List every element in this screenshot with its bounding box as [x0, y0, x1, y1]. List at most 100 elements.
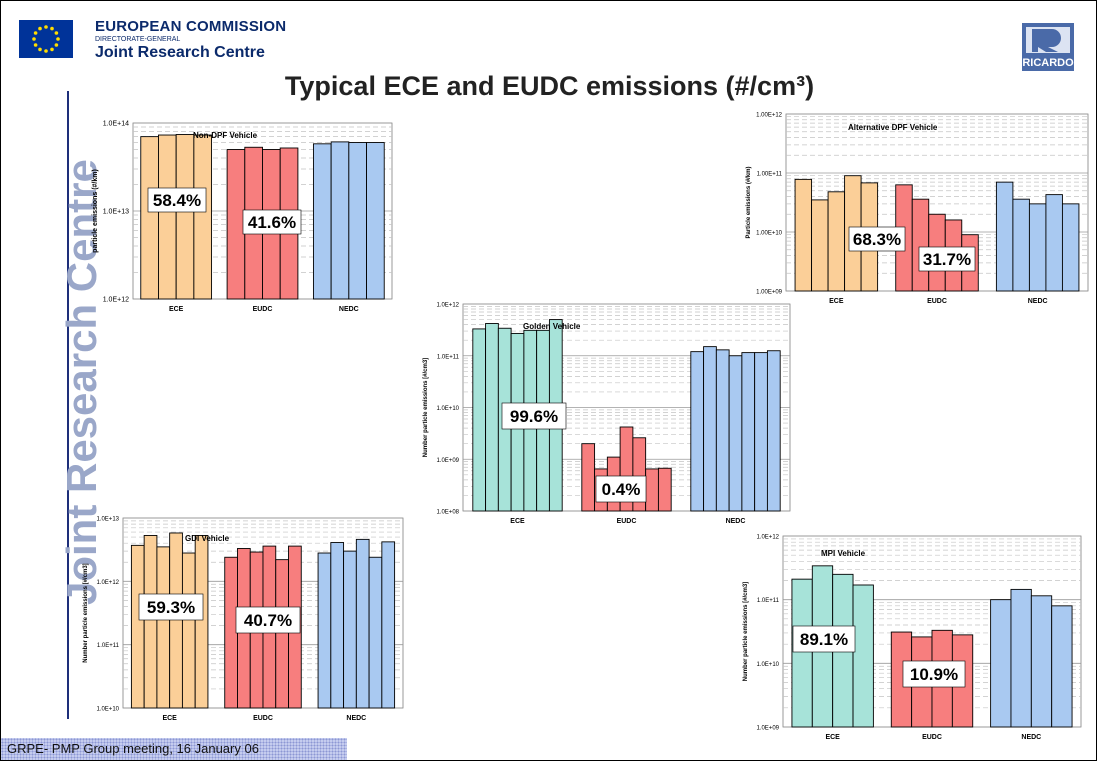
percentage-annotation: 31.7%	[923, 250, 971, 269]
eu-star	[54, 43, 59, 47]
bar	[1010, 588, 1032, 728]
annotation-box	[501, 402, 567, 430]
ricardo-logo: RICARDO	[1022, 23, 1074, 71]
bar	[657, 467, 672, 512]
x-category-label: NEDC	[339, 306, 359, 313]
eu-star	[33, 31, 38, 35]
y-tick-label: 1.0E+12	[103, 297, 129, 304]
bar	[766, 350, 781, 512]
bar	[703, 346, 717, 512]
bar	[911, 198, 930, 292]
x-category-label: EUDC	[927, 298, 947, 305]
bar	[348, 142, 367, 300]
bar	[791, 578, 813, 728]
y-tick-label: 1.0E+10	[436, 406, 459, 412]
x-category-label: ECE	[162, 715, 177, 722]
y-tick-label: 1.0E+14	[103, 121, 129, 128]
y-axis-label: Number particle emissions [#/cm3]	[423, 358, 429, 457]
bar	[275, 559, 289, 709]
bar	[794, 178, 813, 292]
bar	[1012, 198, 1030, 292]
bar	[754, 352, 768, 512]
bar	[581, 443, 596, 512]
eu-star	[38, 47, 42, 52]
x-category-label: ECE	[825, 734, 840, 741]
percentage-annotation: 0.4%	[602, 480, 641, 499]
percentage-annotation: 89.1%	[800, 630, 848, 649]
bar	[224, 556, 238, 709]
slide-title: Typical ECE and EUDC emissions (#/cm³)	[284, 71, 815, 101]
y-tick-label: 1.0E+12	[96, 580, 119, 586]
percentage-annotation: 68.3%	[853, 230, 901, 249]
percentage-annotation: 10.9%	[910, 665, 958, 684]
chart-mpi: 1.0E+09 1.0E+10 1.0E+11 1.0E+12 Number parti…	[743, 535, 1082, 741]
bar	[330, 542, 345, 709]
x-category-label: EUDC	[922, 734, 942, 741]
bar	[827, 191, 846, 292]
bar	[343, 550, 357, 709]
y-tick-label: 1.0E+09	[756, 726, 779, 732]
bar	[1051, 605, 1073, 728]
x-category-label: EUDC	[253, 715, 273, 722]
bar	[852, 584, 874, 728]
bar	[169, 532, 183, 709]
annotation-box	[848, 226, 906, 252]
percentage-annotation: 58.4%	[153, 191, 201, 210]
x-category-label: NEDC	[1021, 734, 1041, 741]
bar	[1030, 595, 1053, 728]
percentage-annotation: 99.6%	[510, 407, 558, 426]
chart-title: Non-DPF Vehicle	[193, 131, 258, 140]
y-tick-label: 1.0E+13	[103, 209, 129, 216]
bar	[193, 134, 213, 300]
bar	[1028, 203, 1047, 292]
y-tick-label: 1.00E+11	[757, 172, 783, 178]
y-tick-label: 1.0E+10	[96, 707, 119, 713]
percentage-annotation: 40.7%	[244, 611, 292, 630]
chart-golden: 1.0E+08 1.0E+09 1.0E+10 1.0E+11 1.0E+12 Numbe…	[423, 303, 791, 525]
annotation-box	[147, 187, 207, 213]
x-category-label: EUDC	[617, 518, 637, 525]
bar	[811, 199, 829, 292]
percentage-annotation: 41.6%	[248, 213, 296, 232]
bar	[995, 181, 1014, 292]
chart-title: Alternative DPF Vehicle	[848, 123, 938, 132]
y-axis-label: Number particle emissions [#/cm3]	[83, 563, 89, 662]
x-category-label: EUDC	[253, 306, 273, 313]
y-tick-label: 1.0E+08	[436, 510, 459, 516]
x-category-label: ECE	[169, 306, 184, 313]
eu-star	[56, 37, 60, 41]
eu-star	[50, 26, 54, 31]
bar	[990, 599, 1012, 728]
chart-title: MPI Vehicle	[821, 549, 866, 558]
x-category-label: ECE	[510, 518, 525, 525]
bar	[330, 141, 350, 300]
x-category-label: NEDC	[1028, 298, 1048, 305]
annotation-box	[235, 606, 301, 634]
bar	[156, 546, 171, 709]
y-tick-label: 1.0E+10	[756, 662, 779, 668]
chart-non-dpf: 1.0E+12 1.0E+13 1.0E+14 particle emissions …	[92, 121, 393, 313]
bar	[158, 134, 177, 300]
chart-title: GDI Vehicle	[185, 534, 230, 543]
chart-alt-dpf: 1.00E+09 1.00E+10 1.00E+11 1.00E+12 Particle…	[746, 113, 1089, 305]
bar	[143, 535, 158, 709]
eu-star	[54, 31, 59, 35]
bar	[175, 134, 195, 300]
bar	[728, 355, 743, 512]
side-divider	[67, 91, 69, 719]
chart-title: Golden Vehicle	[523, 322, 581, 331]
y-tick-label: 1.0E+12	[436, 303, 459, 309]
annotation-box	[792, 625, 856, 653]
bar	[366, 142, 385, 300]
centre-name: Joint Research Centre	[95, 44, 265, 61]
x-category-label: NEDC	[346, 715, 366, 722]
eu-star	[33, 43, 38, 47]
bar	[472, 328, 487, 512]
y-tick-label: 1.0E+13	[96, 517, 119, 523]
y-tick-label: 1.0E+11	[757, 598, 780, 604]
bar	[194, 535, 209, 709]
bar	[1061, 203, 1080, 292]
y-tick-label: 1.0E+11	[437, 354, 460, 360]
bar	[355, 538, 370, 709]
